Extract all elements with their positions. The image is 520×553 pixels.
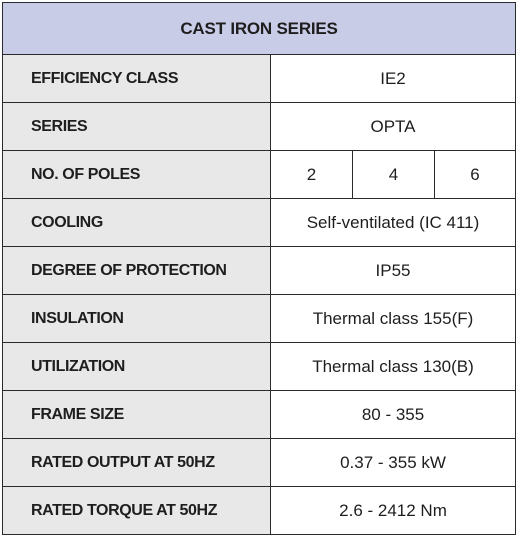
table-header-row: CAST IRON SERIES xyxy=(1,2,517,55)
row-value: IP55 xyxy=(269,246,517,295)
row-label: NO. OF POLES xyxy=(2,150,271,199)
table-row: RATED OUTPUT AT 50HZ 0.37 - 355 kW xyxy=(2,438,517,487)
row-label: FRAME SIZE xyxy=(2,390,271,439)
table-row: EFFICIENCY CLASS IE2 xyxy=(2,54,517,103)
table-row: NO. OF POLES 2 4 6 xyxy=(2,150,517,199)
row-value: 2.6 - 2412 Nm xyxy=(269,486,517,535)
row-label: UTILIZATION xyxy=(2,342,271,391)
row-value: Thermal class 130(B) xyxy=(269,342,517,391)
row-label: COOLING xyxy=(2,198,271,247)
poles-value-6: 6 xyxy=(433,150,517,199)
row-label: RATED TORQUE AT 50HZ xyxy=(2,486,271,535)
table-row: DEGREE OF PROTECTION IP55 xyxy=(2,246,517,295)
row-label: INSULATION xyxy=(2,294,271,343)
row-value: 0.37 - 355 kW xyxy=(269,438,517,487)
table-title: CAST IRON SERIES xyxy=(1,2,517,55)
table-row: COOLING Self-ventilated (IC 411) xyxy=(2,198,517,247)
row-value: Thermal class 155(F) xyxy=(269,294,517,343)
row-value: OPTA xyxy=(269,102,517,151)
table-row: SERIES OPTA xyxy=(2,102,517,151)
row-label: EFFICIENCY CLASS xyxy=(2,54,271,103)
row-label: RATED OUTPUT AT 50HZ xyxy=(2,438,271,487)
spec-table: CAST IRON SERIES EFFICIENCY CLASS IE2 SE… xyxy=(1,2,517,535)
table-row: RATED TORQUE AT 50HZ 2.6 - 2412 Nm xyxy=(2,486,517,535)
row-value: IE2 xyxy=(269,54,517,103)
table-row: FRAME SIZE 80 - 355 xyxy=(2,390,517,439)
table-row: UTILIZATION Thermal class 130(B) xyxy=(2,342,517,391)
row-label: SERIES xyxy=(2,102,271,151)
row-value: Self-ventilated (IC 411) xyxy=(269,198,517,247)
table-row: INSULATION Thermal class 155(F) xyxy=(2,294,517,343)
poles-value-4: 4 xyxy=(352,150,435,199)
row-label: DEGREE OF PROTECTION xyxy=(2,246,271,295)
poles-value-2: 2 xyxy=(270,150,353,199)
row-value: 80 - 355 xyxy=(269,390,517,439)
